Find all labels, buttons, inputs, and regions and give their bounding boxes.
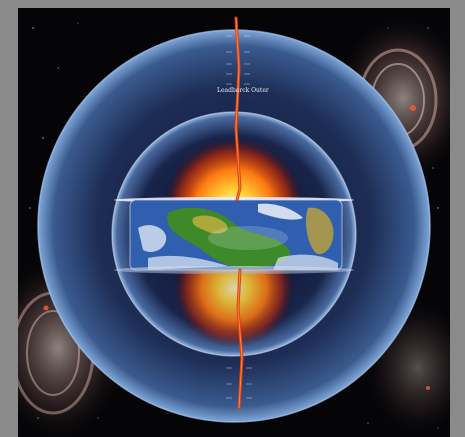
ring-label: Leadbarck Outer xyxy=(217,87,269,94)
tick-marks xyxy=(226,35,252,399)
illustration-frame: Leadbarck Outer xyxy=(18,8,450,437)
earth-globe-band xyxy=(114,197,354,274)
earth-cross-section-illustration xyxy=(18,8,450,437)
fault-crack xyxy=(234,16,244,410)
